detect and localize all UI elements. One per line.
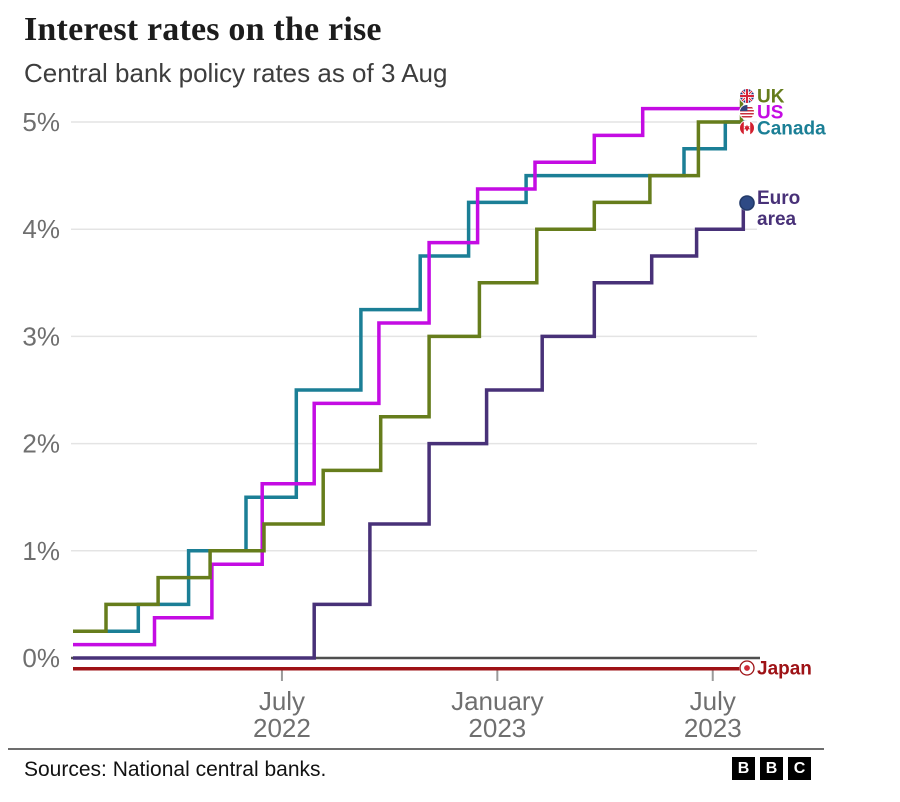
x-tick-label: 2022: [253, 713, 311, 743]
series-line-us: [73, 106, 747, 647]
series-line-euro: [73, 200, 747, 660]
series-line-uk: [73, 93, 747, 633]
x-tick-label: January: [451, 686, 544, 716]
bbc-logo-block: B: [732, 757, 755, 780]
y-tick-label: 1%: [22, 536, 60, 566]
source-note: Sources: National central banks.: [24, 758, 327, 781]
x-tick-label: 2023: [468, 713, 526, 743]
x-tick-label: July: [690, 686, 736, 716]
x-tick-label: July: [259, 686, 305, 716]
page-title: Interest rates on the rise: [24, 11, 382, 48]
us-flag-icon: [739, 104, 755, 120]
y-tick-label: 4%: [22, 214, 60, 244]
uk-flag-icon: [739, 88, 755, 104]
japan-flag-icon: [738, 659, 756, 677]
end-label-euro: Euro: [757, 188, 800, 209]
bbc-logo-block: C: [788, 757, 811, 780]
y-tick-label: 0%: [22, 643, 60, 673]
end-label-uk: UK: [757, 87, 785, 108]
canada-flag-icon: [739, 120, 755, 136]
series-layer: [73, 93, 747, 671]
y-tick-label: 3%: [22, 321, 60, 351]
bbc-logo-block: B: [760, 757, 783, 780]
bbc-logo: B B C: [732, 757, 811, 780]
chart-subtitle: Central bank policy rates as of 3 Aug: [24, 58, 448, 88]
y-tick-label: 5%: [22, 107, 60, 137]
y-tick-label: 2%: [22, 429, 60, 459]
x-tick-label: 2023: [684, 713, 742, 743]
end-label-us: US: [757, 103, 783, 124]
eu-flag-icon: [738, 194, 756, 212]
series-line-canada: [73, 120, 747, 633]
end-label-euro: area: [757, 209, 797, 230]
end-label-japan: Japan: [757, 659, 812, 680]
footer-divider: [8, 748, 824, 750]
end-label-canada: Canada: [757, 119, 826, 140]
